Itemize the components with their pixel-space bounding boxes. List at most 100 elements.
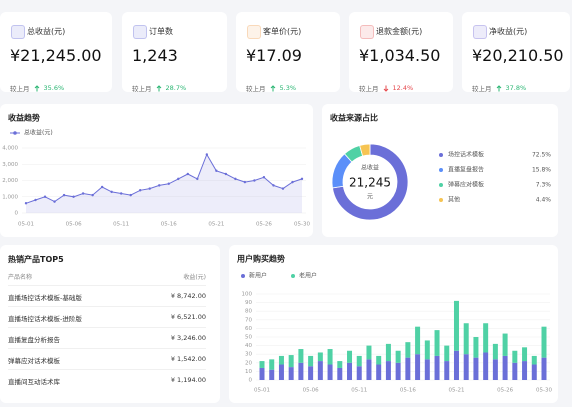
- table-cell: ¥ 8,742.00: [170, 292, 206, 300]
- compare-label: 较上月: [246, 85, 266, 93]
- bar-segment: [278, 355, 284, 365]
- line-point: [110, 190, 113, 194]
- legend-dot: [291, 274, 295, 278]
- bar-segment: [483, 323, 489, 353]
- kpi-card: 订单数 1,243 较上月 28.7%: [122, 12, 227, 93]
- y-tick-label: 60: [245, 326, 252, 332]
- bar-segment: [376, 355, 382, 365]
- line-point: [291, 180, 294, 184]
- compare-label: 较上月: [10, 85, 30, 93]
- kpi-footer: 较上月 12.4%: [359, 83, 413, 93]
- bar-segment: [347, 350, 353, 363]
- y-tick-label: 1,000: [2, 194, 18, 200]
- legend-label: 场控话术模板: [448, 151, 484, 159]
- bar-segment: [308, 355, 314, 367]
- line-point: [253, 179, 256, 182]
- bar-segment: [502, 355, 508, 380]
- line-point: [224, 172, 228, 176]
- bar-segment: [434, 355, 440, 380]
- table-row: 弹幕应对话术模板 ¥ 1,542.00: [8, 348, 206, 365]
- trend-arrow: [34, 84, 39, 91]
- y-tick-label: 40: [245, 343, 252, 349]
- kpi-title: 总收益(元): [27, 27, 66, 36]
- kpi-title: 订单数: [149, 27, 173, 36]
- table-card: 热销产品TOP5 产品名称 收益(元) 直播场控话术模板-基础版 ¥ 8,742.00 直…: [0, 245, 220, 403]
- table-header: 产品名称 收益(元): [8, 272, 206, 281]
- kpi-title: 退款金额(元): [376, 27, 423, 36]
- x-tick-label: 05-21: [448, 388, 464, 394]
- bar-segment: [356, 355, 362, 367]
- kpi-icon: [473, 25, 487, 39]
- change-value: 35.6%: [43, 84, 65, 92]
- chart-title: 收益趋势: [8, 113, 40, 123]
- x-tick-label: 05-01: [18, 222, 34, 228]
- bar-segment: [298, 362, 304, 380]
- table-row: 直播场控话术模板-基础版 ¥ 8,742.00: [8, 285, 206, 302]
- line-point: [186, 172, 189, 176]
- chart-title: 收益来源占比: [330, 113, 378, 123]
- compare-label: 较上月: [132, 85, 152, 93]
- table-row: 直播复盘分析报告 ¥ 3,246.00: [8, 327, 206, 344]
- legend-label: 总收益(元): [24, 129, 53, 137]
- legend-dot: [439, 198, 443, 202]
- pie-chart-card: 收益来源占比 场控话术模板 72.5% 直播复盘报告 15.8% 弹幕应对模板 7.3% 其他…: [322, 104, 558, 237]
- bar-segment: [473, 357, 479, 380]
- legend-dot: [439, 153, 443, 157]
- y-tick-label: 0: [15, 211, 19, 217]
- table-cell: ¥ 1,194.00: [170, 376, 206, 384]
- change-value: 28.7%: [165, 84, 187, 92]
- bar-segment: [405, 357, 411, 380]
- table-cell: 直播复盘分析报告: [8, 336, 60, 344]
- table-cell: 弹幕应对话术模板: [8, 357, 60, 365]
- bar-segment: [415, 326, 421, 355]
- bar-segment: [385, 361, 391, 380]
- kpi-card: 客单价(元) ¥17.09 较上月 5.3%: [236, 12, 340, 93]
- table-cell: ¥ 3,246.00: [170, 334, 206, 342]
- y-tick-label: 2,000: [2, 178, 18, 184]
- bar-segment: [366, 359, 372, 380]
- bar-segment: [337, 361, 343, 368]
- kpi-footer: 较上月 28.7%: [132, 83, 186, 93]
- x-tick-label: 05-30: [536, 388, 552, 394]
- x-tick-label: 05-21: [208, 222, 224, 228]
- line-point: [139, 189, 142, 192]
- bar-segment: [347, 362, 353, 380]
- line-point: [43, 195, 47, 198]
- bar-segment: [327, 364, 333, 380]
- bar-segment: [327, 349, 333, 365]
- line-point: [196, 177, 199, 181]
- line-point: [119, 192, 123, 195]
- bar-segment: [424, 359, 430, 380]
- bar-segment: [531, 364, 537, 380]
- x-tick-label: 05-11: [351, 388, 367, 394]
- kpi-card: 退款金额(元) ¥1,034.50 较上月 12.4%: [349, 12, 453, 93]
- line-point: [205, 153, 209, 156]
- bar-segment: [444, 345, 450, 362]
- line-point: [243, 180, 247, 184]
- bar-segment: [395, 350, 401, 363]
- line-point: [81, 192, 85, 195]
- bar-segment: [483, 352, 489, 380]
- bar-segment: [541, 326, 547, 358]
- x-tick-label: 05-30: [294, 222, 310, 228]
- bar-segment: [259, 361, 265, 368]
- line-point: [53, 200, 56, 203]
- kpi-value: 1,243: [132, 46, 178, 65]
- trend-arrow: [270, 84, 275, 91]
- kpi-title: 净收益(元): [489, 27, 528, 36]
- table-cell: ¥ 1,542.00: [170, 355, 206, 363]
- y-tick-label: 100: [242, 292, 253, 298]
- pie-slice: [359, 143, 371, 157]
- line-point: [167, 182, 170, 185]
- line-point: [234, 177, 237, 181]
- compare-label: 较上月: [472, 85, 492, 93]
- bar-segment: [415, 354, 421, 380]
- bar-segment: [366, 345, 372, 360]
- legend-label: 新用户: [249, 272, 267, 280]
- change-value: 37.8%: [505, 84, 527, 92]
- trend-arrow: [156, 84, 161, 91]
- trend-arrow: [383, 85, 388, 92]
- kpi-card: 净收益(元) ¥20,210.50 较上月 37.8%: [462, 12, 570, 93]
- arrow-shape: [34, 84, 39, 91]
